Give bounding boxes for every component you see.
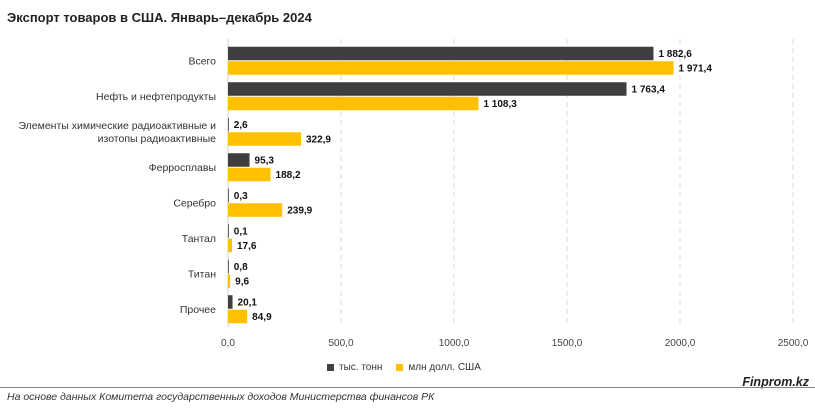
category-label: Ферросплавы — [149, 162, 216, 174]
bar-tons — [228, 188, 229, 203]
data-label-usd: 322,9 — [306, 135, 331, 146]
bar-usd — [228, 61, 674, 75]
x-tick-label: 2000,0 — [665, 338, 696, 349]
x-tick-label: 1500,0 — [552, 338, 583, 349]
bar-tons — [228, 82, 627, 96]
data-label-usd: 239,9 — [287, 206, 312, 217]
bar-tons — [228, 117, 229, 132]
legend-label-tons: тыс. тонн — [339, 362, 383, 373]
category-label: Тантал — [182, 233, 216, 245]
bar-usd — [228, 167, 271, 182]
category-label: Нефть и нефтепродукты — [96, 91, 216, 103]
data-label-usd: 1 971,4 — [679, 64, 713, 75]
footer-divider — [0, 387, 815, 388]
bar-usd — [228, 309, 248, 324]
data-label-usd: 9,6 — [235, 277, 249, 288]
data-label-tons: 0,3 — [234, 191, 248, 202]
bar-usd — [228, 238, 232, 253]
data-label-tons: 0,8 — [234, 262, 248, 273]
bar-tons — [228, 295, 233, 309]
legend-swatch-usd — [396, 364, 404, 371]
chart-title: Экспорт товаров в США. Январь–декабрь 20… — [7, 10, 312, 25]
brand-logo: Finprom.kz — [742, 375, 809, 389]
bar-usd — [228, 203, 283, 217]
legend-label-usd: млн долл. США — [408, 362, 481, 373]
data-label-usd: 188,2 — [276, 170, 301, 181]
source-note: На основе данных Комитета государственны… — [7, 391, 435, 403]
bar-usd — [228, 132, 301, 146]
category-label: Элементы химические радиоактивные и изото… — [18, 120, 216, 145]
bar-usd — [228, 96, 479, 111]
bar-chart: 0,0 500,0 1000,0 1500,0 2000,0 2500,0 Всего 1 8… — [18, 39, 809, 349]
x-tick-label: 1000,0 — [439, 338, 470, 349]
category-label: Прочее — [180, 304, 216, 316]
data-label-usd: 1 108,3 — [483, 99, 517, 110]
data-label-tons: 20,1 — [238, 298, 258, 309]
x-tick-label: 500,0 — [328, 338, 353, 349]
data-label-tons: 1 763,4 — [632, 85, 666, 96]
category-label: Всего — [188, 55, 216, 67]
data-label-usd: 84,9 — [252, 312, 272, 323]
legend-swatch-tons — [327, 364, 334, 371]
legend-item-usd: млн долл. США — [396, 362, 481, 373]
bar-tons — [228, 259, 229, 274]
x-tick-label: 0,0 — [221, 338, 235, 349]
bar-tons — [228, 153, 250, 167]
category-label: Серебро — [173, 197, 216, 209]
data-label-tons: 1 882,6 — [658, 49, 692, 60]
data-label-usd: 17,6 — [237, 241, 257, 252]
legend-item-tons: тыс. тонн — [327, 362, 382, 373]
data-label-tons: 0,1 — [234, 227, 248, 238]
bar-tons — [228, 224, 229, 238]
data-label-tons: 95,3 — [255, 156, 275, 167]
bar-tons — [228, 46, 654, 61]
bar-usd — [228, 274, 231, 288]
chart-legend: тыс. тонн млн долл. США — [327, 362, 481, 373]
data-label-tons: 2,6 — [234, 120, 248, 131]
x-tick-label: 2500,0 — [778, 338, 809, 349]
category-label: Титан — [188, 268, 216, 280]
